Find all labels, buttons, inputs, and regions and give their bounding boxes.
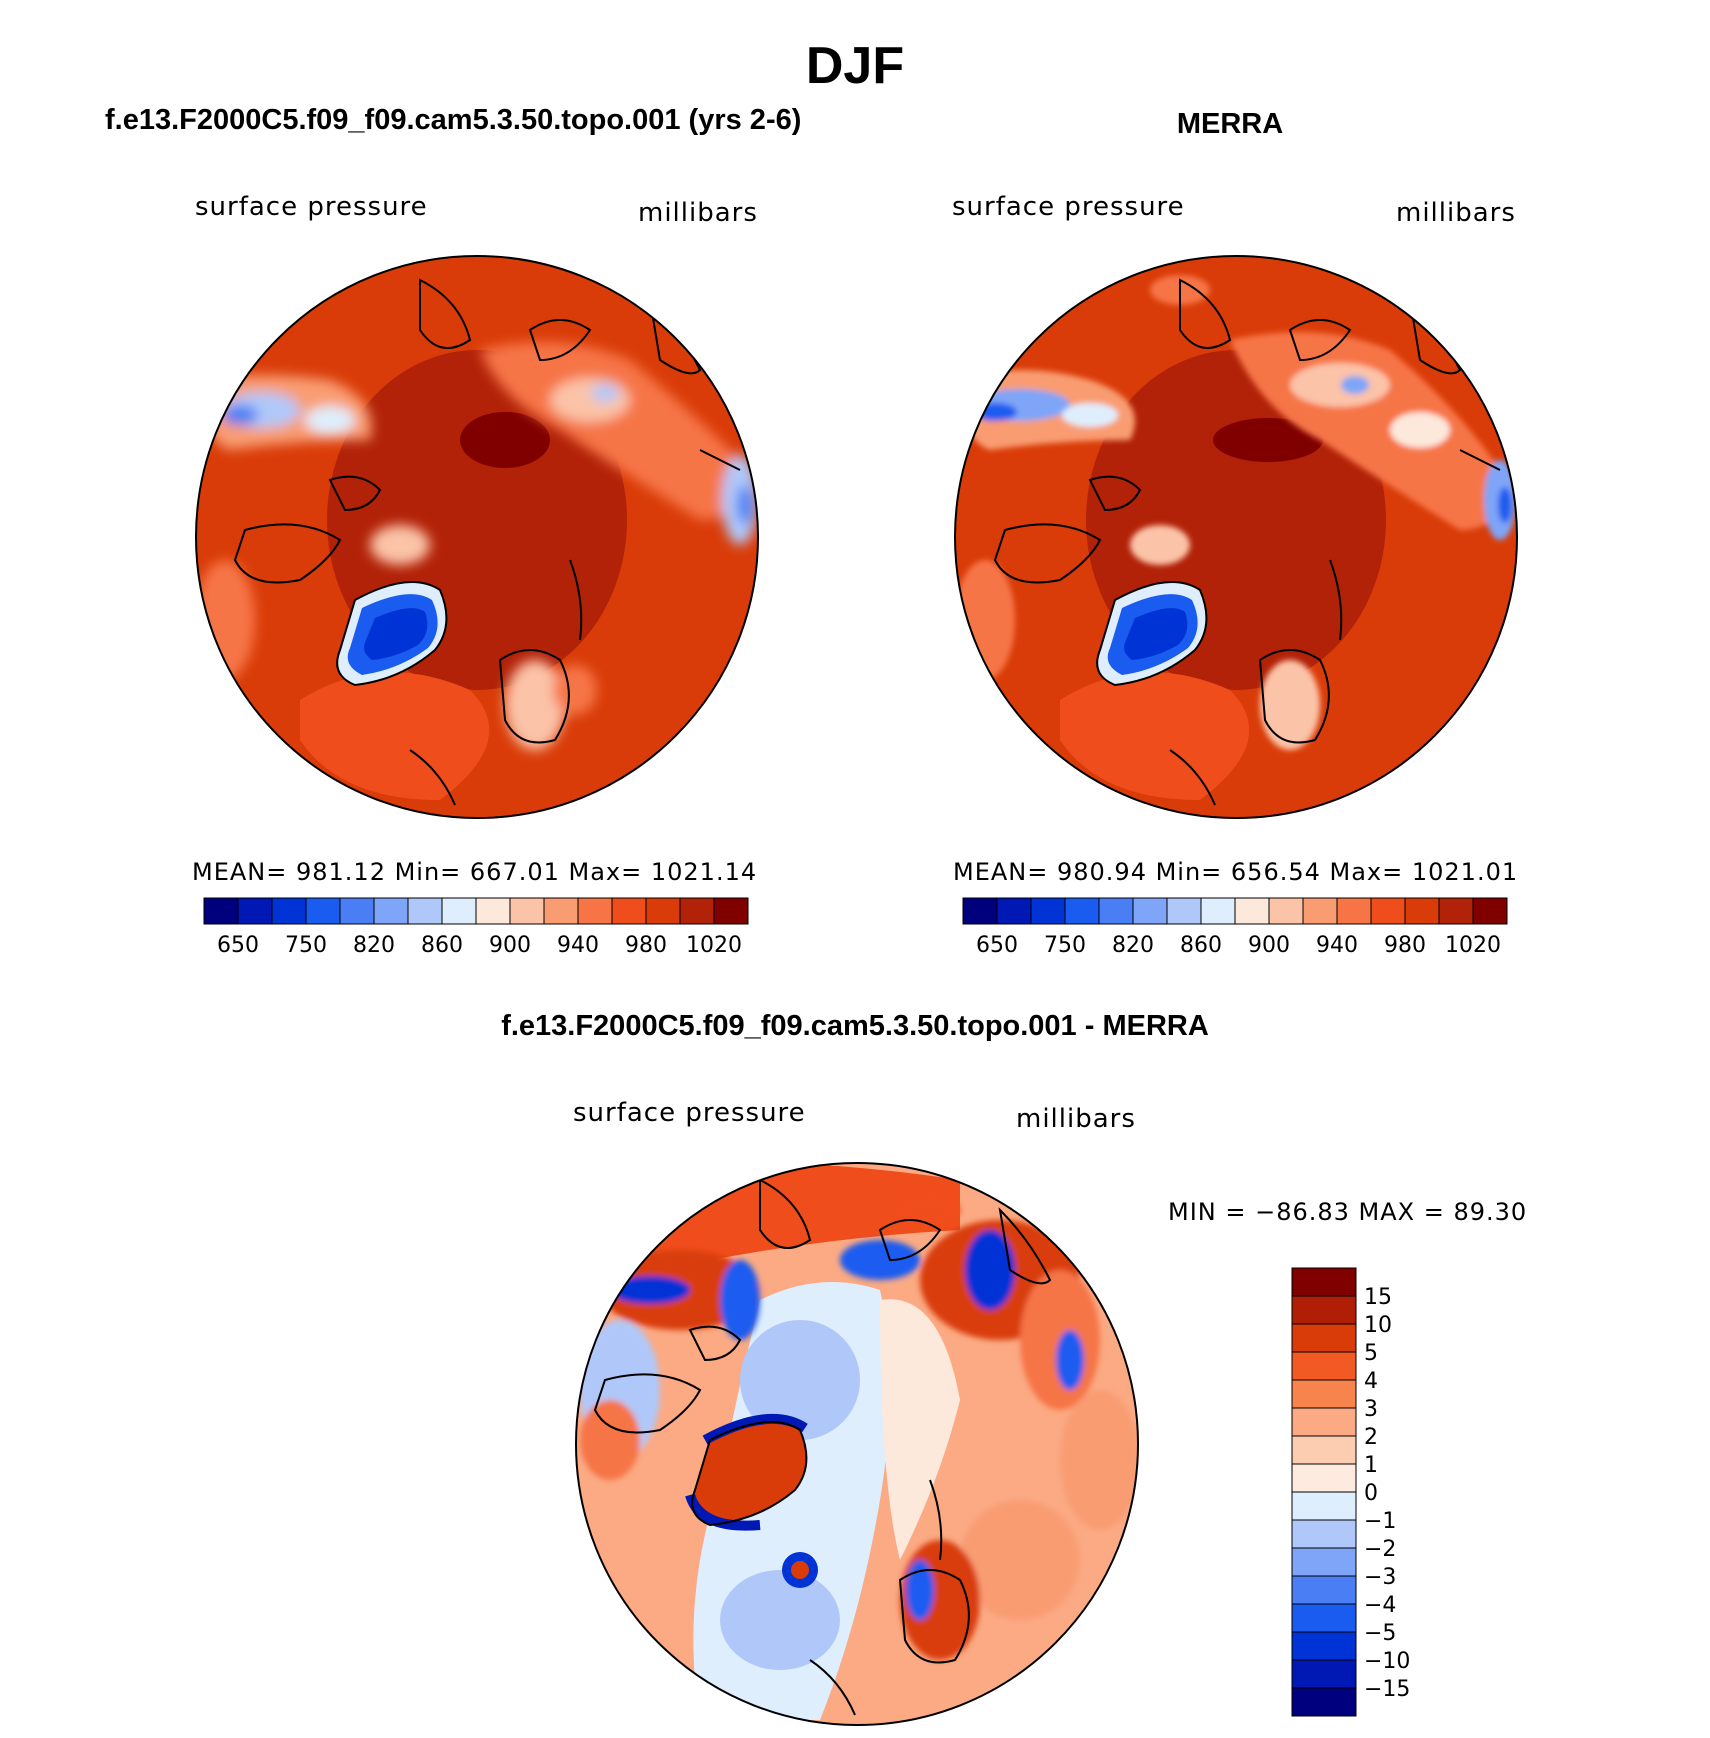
model-colorbar-swatch [543, 897, 579, 925]
obs-variable-label: surface pressure [952, 192, 1185, 222]
obs-colorbar-tick-label: 650 [976, 933, 1018, 958]
diff-panel-title: f.e13.F2000C5.f09_f09.cam5.3.50.topo.001… [501, 1010, 1209, 1042]
diff-colorbar-tick-label: −10 [1364, 1649, 1410, 1674]
model-colorbar-swatch [577, 897, 613, 925]
diff-colorbar-swatch [1291, 1547, 1357, 1577]
obs-colorbar-swatch [1336, 897, 1372, 925]
diff-colorbar-swatch [1291, 1463, 1357, 1493]
diff-colorbar-swatch [1291, 1267, 1357, 1297]
obs-colorbar-swatch [1370, 897, 1406, 925]
diff-colorbar-tick-label: −15 [1364, 1677, 1410, 1702]
model-map-field [196, 256, 758, 818]
diff-colorbar-tick-label: 0 [1364, 1481, 1378, 1506]
diff-colorbar-swatch [1291, 1687, 1357, 1717]
obs-units-label: millibars [1396, 198, 1516, 228]
obs-colorbar-tick-label: 900 [1248, 933, 1290, 958]
obs-colorbar-swatch [1302, 897, 1338, 925]
model-colorbar-tick-label: 980 [625, 933, 667, 958]
diff-map-field [576, 1163, 1138, 1725]
obs-colorbar-swatch [1064, 897, 1100, 925]
diff-colorbar-tick-label: 1 [1364, 1453, 1378, 1478]
model-colorbar-swatch [509, 897, 545, 925]
obs-colorbar-swatch [1200, 897, 1236, 925]
diff-variable-label: surface pressure [573, 1098, 806, 1128]
obs-panel-title: MERRA [1176, 108, 1284, 140]
obs-colorbar-swatch [996, 897, 1032, 925]
model-units-label: millibars [638, 198, 758, 228]
model-colorbar-swatch [203, 897, 239, 925]
model-colorbar-swatch [407, 897, 443, 925]
diff-colorbar-swatch [1291, 1323, 1357, 1353]
diff-colorbar-swatch [1291, 1575, 1357, 1605]
obs-map-field [955, 256, 1517, 818]
diff-colorbar-swatch [1291, 1631, 1357, 1661]
model-colorbar-swatch [475, 897, 511, 925]
obs-colorbar-swatch [1166, 897, 1202, 925]
obs-colorbar-swatch [1098, 897, 1134, 925]
diff-colorbar-tick-label: −3 [1364, 1565, 1396, 1590]
obs-stats: MEAN= 980.94 Min= 656.54 Max= 1021.01 [953, 858, 1519, 886]
diff-colorbar-tick-label: −1 [1364, 1509, 1396, 1534]
diff-colorbar-swatch [1291, 1491, 1357, 1521]
obs-colorbar-swatch [1472, 897, 1508, 925]
diff-colorbar-tick-label: −2 [1364, 1537, 1396, 1562]
obs-colorbar-swatch [1438, 897, 1474, 925]
model-colorbar-tick-label: 1020 [686, 933, 742, 958]
model-colorbar-swatch [441, 897, 477, 925]
obs-colorbar-tick-label: 750 [1044, 933, 1086, 958]
model-colorbar-swatch [305, 897, 341, 925]
diff-colorbar-swatch [1291, 1519, 1357, 1549]
obs-colorbar-swatch [962, 897, 998, 925]
diff-colorbar-tick-label: 15 [1364, 1285, 1392, 1310]
model-colorbar-swatch [679, 897, 715, 925]
diff-colorbar-swatch [1291, 1295, 1357, 1325]
model-panel-title: f.e13.F2000C5.f09_f09.cam5.3.50.topo.001… [105, 104, 802, 136]
diff-colorbar-swatch [1291, 1659, 1357, 1689]
model-colorbar-swatch [271, 897, 307, 925]
model-colorbar-tick-label: 820 [353, 933, 395, 958]
figure-title: DJF [805, 37, 905, 95]
diff-colorbar-swatch [1291, 1435, 1357, 1465]
obs-colorbar-swatch [1234, 897, 1270, 925]
obs-colorbar-swatch [1030, 897, 1066, 925]
model-colorbar-tick-label: 860 [421, 933, 463, 958]
model-colorbar-tick-label: 940 [557, 933, 599, 958]
diff-colorbar-tick-label: 2 [1364, 1425, 1378, 1450]
model-colorbar: 650 750 820 860 900 940 980 1020 [203, 897, 749, 958]
obs-colorbar-swatch [1404, 897, 1440, 925]
model-colorbar-swatch [237, 897, 273, 925]
obs-colorbar: 650 750 820 860 900 940 980 1020 [962, 897, 1508, 958]
obs-colorbar-tick-label: 820 [1112, 933, 1154, 958]
diff-colorbar-tick-label: 4 [1364, 1369, 1378, 1394]
diff-stats: MIN = −86.83 MAX = 89.30 [1168, 1198, 1528, 1226]
obs-colorbar-swatch [1268, 897, 1304, 925]
diff-colorbar-tick-label: 5 [1364, 1341, 1378, 1366]
diff-colorbar-swatch [1291, 1351, 1357, 1381]
model-colorbar-swatch [713, 897, 749, 925]
obs-colorbar-tick-label: 860 [1180, 933, 1222, 958]
obs-colorbar-tick-label: 1020 [1445, 933, 1501, 958]
diff-colorbar-swatch [1291, 1379, 1357, 1409]
diff-colorbar-swatch [1291, 1407, 1357, 1437]
model-colorbar-tick-label: 750 [285, 933, 327, 958]
model-colorbar-swatch [339, 897, 375, 925]
obs-colorbar-tick-label: 980 [1384, 933, 1426, 958]
model-colorbar-swatch [373, 897, 409, 925]
diff-colorbar-tick-label: 10 [1364, 1313, 1392, 1338]
diff-colorbar-tick-label: −4 [1364, 1593, 1396, 1618]
model-variable-label: surface pressure [195, 192, 428, 222]
model-colorbar-tick-label: 900 [489, 933, 531, 958]
diff-colorbar-swatch [1291, 1603, 1357, 1633]
model-colorbar-swatch [611, 897, 647, 925]
diff-units-label: millibars [1016, 1104, 1136, 1134]
diff-colorbar-tick-label: −5 [1364, 1621, 1396, 1646]
diff-colorbar-tick-label: 3 [1364, 1397, 1378, 1422]
model-stats: MEAN= 981.12 Min= 667.01 Max= 1021.14 [192, 858, 758, 886]
obs-colorbar-swatch [1132, 897, 1168, 925]
model-colorbar-tick-label: 650 [217, 933, 259, 958]
obs-colorbar-tick-label: 940 [1316, 933, 1358, 958]
model-colorbar-swatch [645, 897, 681, 925]
